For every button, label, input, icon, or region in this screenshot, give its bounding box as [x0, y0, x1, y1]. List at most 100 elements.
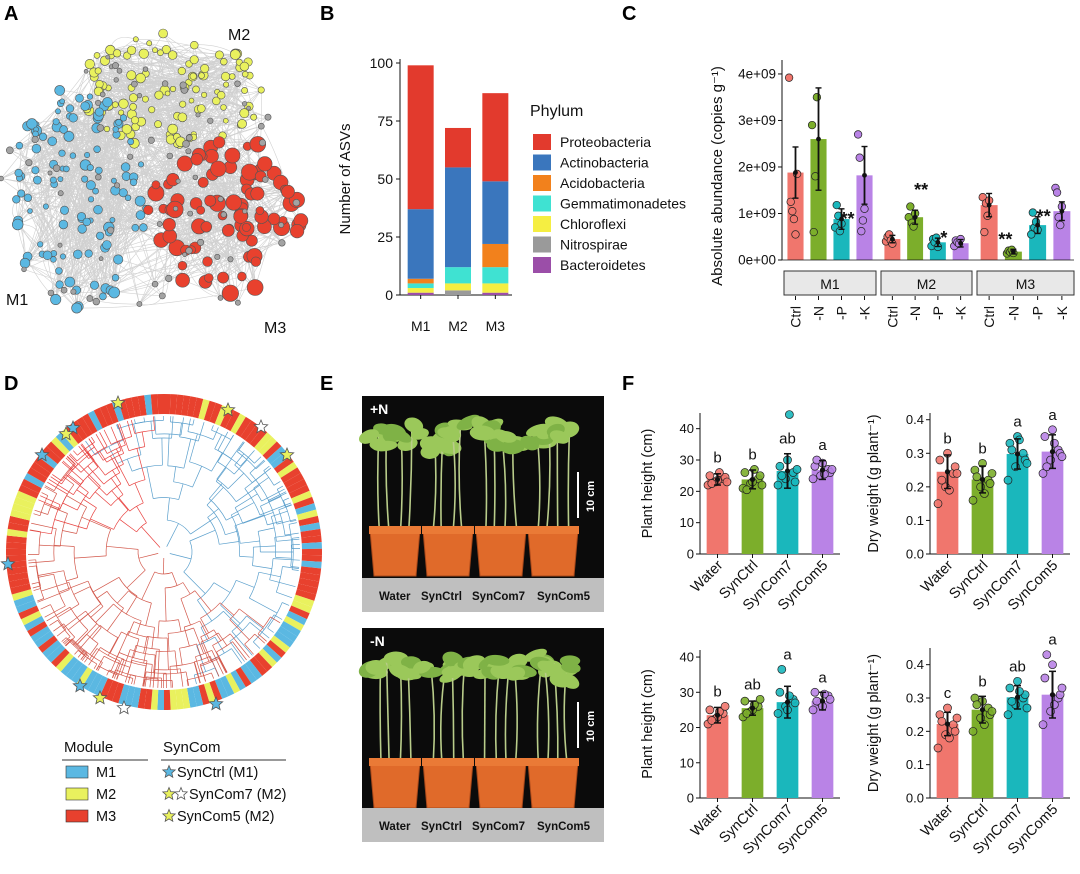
tree-ring-segment [11, 503, 33, 515]
tree-arc [127, 673, 136, 677]
tree-branch [236, 579, 255, 588]
tree-branch [263, 465, 270, 471]
tree-ring-segment [82, 413, 98, 434]
tree-ring-segment [30, 461, 51, 479]
flower-pot [475, 529, 527, 577]
mean-point [986, 202, 992, 208]
network-edge [98, 70, 227, 86]
tree-branch [47, 481, 68, 495]
tree-branch [28, 559, 36, 561]
tree-ring-segment [76, 416, 93, 438]
y-tick-label: 0e+00 [738, 253, 776, 268]
tree-arc [128, 630, 137, 635]
significance-letter: b [748, 446, 756, 463]
tree-branch [157, 649, 160, 681]
tree-arc [137, 549, 140, 559]
y-tick-label: 0 [385, 287, 393, 303]
tree-branch [240, 540, 260, 544]
tree-stars [0, 394, 295, 715]
tree-arc [244, 639, 250, 645]
tree-branch [225, 530, 238, 536]
tree-arc [229, 580, 237, 593]
network-node [77, 224, 87, 234]
plant-stem [430, 669, 436, 763]
plant-stem [407, 430, 413, 531]
tree-ring-segment [60, 656, 79, 676]
data-point [705, 705, 715, 715]
tree-branch [37, 598, 44, 602]
tree-arc [215, 481, 224, 488]
network-node [281, 184, 295, 199]
tree-branch [95, 656, 105, 671]
tree-arc [226, 467, 235, 475]
x-tick-label: -K [953, 305, 969, 320]
tree-leaf [117, 423, 121, 432]
data-point [1038, 469, 1048, 478]
tree-arc [168, 631, 182, 634]
photo-minus-n-treatment: -N [370, 633, 385, 649]
data-point [987, 469, 997, 478]
data-point [933, 743, 943, 753]
tree-branch [74, 650, 79, 655]
network-edge [73, 278, 169, 294]
tree-leaf [243, 660, 245, 662]
network-node [105, 54, 111, 60]
tree-branch [226, 513, 239, 521]
network-node [121, 124, 132, 135]
photo-minus-n-label-synctrl: SynCtrl [421, 821, 462, 833]
tree-arc [184, 624, 191, 628]
tree-arc [87, 446, 95, 453]
tree-ring-segment [6, 535, 27, 544]
tree-branch [107, 637, 119, 656]
tree-arc [208, 498, 219, 509]
network-node [290, 224, 305, 239]
data-point [906, 202, 915, 211]
network-node [99, 292, 107, 301]
network-node [237, 271, 247, 282]
tree-branch [179, 648, 183, 666]
network-edge [0, 71, 87, 179]
network-node [213, 136, 226, 149]
network-node [242, 101, 248, 107]
tree-ring-segment [288, 484, 310, 499]
tree-branch [134, 482, 144, 504]
panel-label-a: A [4, 3, 18, 25]
network-node [220, 57, 228, 66]
tree-branch [53, 544, 75, 547]
plant-stem [385, 660, 390, 763]
tree-arc [252, 557, 254, 566]
bar [1006, 697, 1029, 798]
tree-branch [84, 656, 89, 663]
tree-arc [229, 630, 243, 642]
data-point [790, 477, 800, 487]
stacked-bar-segment [407, 278, 434, 284]
tree-ring-segment [144, 688, 153, 710]
data-point [812, 93, 822, 102]
network-node [77, 212, 87, 222]
y-tick-label: 0.4 [906, 657, 924, 672]
tree-ring-segment [10, 509, 32, 521]
network-edge [149, 42, 224, 62]
tree-branch [238, 442, 245, 451]
tree-arc [175, 466, 184, 469]
flower-pot [422, 761, 474, 809]
tree-arc [281, 520, 286, 536]
tree-branch [193, 627, 205, 654]
tree-ring-segment [225, 672, 241, 694]
significance-letter: a [818, 669, 827, 686]
tree-branch [41, 492, 48, 496]
network-node [107, 226, 115, 234]
stacked-bar-segment [482, 283, 509, 293]
tree-branch [117, 659, 125, 677]
tree-arc [92, 591, 102, 604]
tree-branch [65, 457, 82, 473]
tree-branch [180, 417, 184, 436]
tree-branch [127, 674, 131, 684]
tree-arc [88, 450, 100, 459]
tree-branch [65, 474, 89, 493]
significance-stars: ** [914, 180, 928, 200]
stacked-bar-segment [482, 267, 509, 284]
network-node [278, 239, 286, 247]
legend-label: Nitrospirae [560, 237, 628, 253]
plant-stem [458, 427, 463, 531]
